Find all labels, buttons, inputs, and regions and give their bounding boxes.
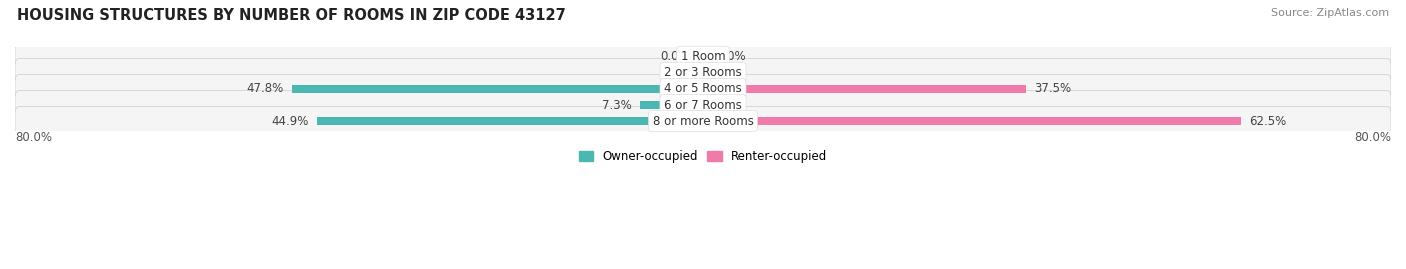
Text: 37.5%: 37.5% [1033, 83, 1071, 95]
Text: 1 Room: 1 Room [681, 50, 725, 63]
Text: 0.0%: 0.0% [661, 50, 690, 63]
Text: 6 or 7 Rooms: 6 or 7 Rooms [664, 98, 742, 112]
Bar [316, 117, 703, 125]
Bar [292, 84, 703, 93]
Text: 80.0%: 80.0% [1354, 131, 1391, 144]
Text: Source: ZipAtlas.com: Source: ZipAtlas.com [1271, 8, 1389, 18]
FancyBboxPatch shape [15, 42, 1391, 72]
Text: 62.5%: 62.5% [1249, 115, 1286, 128]
Text: 7.3%: 7.3% [602, 98, 631, 112]
Bar [703, 117, 1240, 125]
Text: 0.0%: 0.0% [661, 66, 690, 79]
Legend: Owner-occupied, Renter-occupied: Owner-occupied, Renter-occupied [574, 146, 832, 168]
FancyBboxPatch shape [15, 75, 1391, 104]
Text: 0.0%: 0.0% [716, 50, 745, 63]
Text: 47.8%: 47.8% [246, 83, 284, 95]
Text: 4 or 5 Rooms: 4 or 5 Rooms [664, 83, 742, 95]
FancyBboxPatch shape [15, 90, 1391, 120]
Text: 80.0%: 80.0% [15, 131, 52, 144]
Text: 44.9%: 44.9% [271, 115, 308, 128]
Text: 0.0%: 0.0% [716, 98, 745, 112]
Text: 0.0%: 0.0% [716, 66, 745, 79]
Text: 2 or 3 Rooms: 2 or 3 Rooms [664, 66, 742, 79]
FancyBboxPatch shape [15, 58, 1391, 87]
Bar [703, 84, 1025, 93]
Text: 8 or more Rooms: 8 or more Rooms [652, 115, 754, 128]
FancyBboxPatch shape [15, 107, 1391, 136]
Text: HOUSING STRUCTURES BY NUMBER OF ROOMS IN ZIP CODE 43127: HOUSING STRUCTURES BY NUMBER OF ROOMS IN… [17, 8, 565, 23]
Bar [640, 101, 703, 109]
